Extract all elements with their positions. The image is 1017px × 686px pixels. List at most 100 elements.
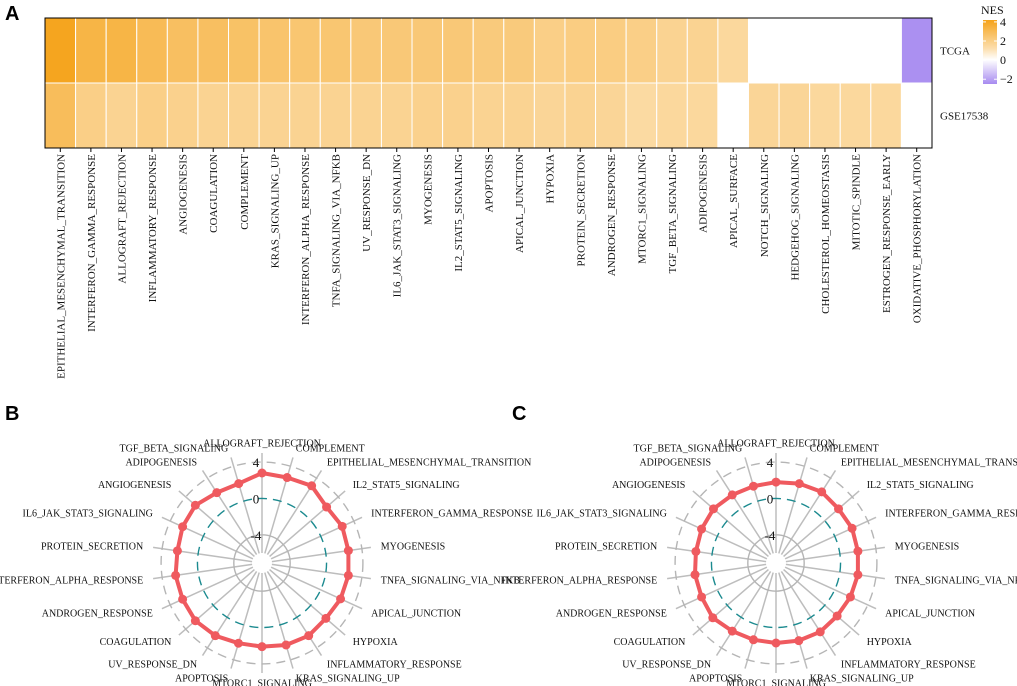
radar-axis-label: INFLAMMATORY_RESPONSE (327, 659, 462, 670)
radar-point (771, 638, 781, 648)
heatmap-column-label: ESTROGEN_RESPONSE_EARLY (881, 154, 893, 313)
heatmap-cell (809, 82, 841, 149)
radar-grid-circle (196, 497, 328, 629)
heatmap-cell (595, 17, 627, 84)
radar-axis-label: COMPLEMENT (296, 443, 365, 454)
radar-axis-label: TGF_BETA_SIGNALING (120, 443, 229, 454)
radar-point (337, 521, 347, 531)
radar-spoke (269, 490, 346, 558)
radar-point (847, 523, 857, 533)
radar-grid-circle (747, 534, 805, 592)
radar-spoke (692, 568, 769, 636)
heatmap-cell (533, 17, 566, 84)
radar-axis-label: INTERFERON_GAMMA_RESPONSE (371, 509, 533, 520)
radar-point (178, 594, 188, 604)
heatmap-cell (870, 82, 902, 149)
heatmap-cell (900, 82, 933, 149)
radar-point (190, 500, 200, 510)
radar-point (257, 642, 267, 652)
radar-spoke (692, 490, 769, 558)
radar-point (178, 522, 188, 532)
radar-spoke (271, 563, 371, 580)
radar-point (748, 481, 758, 491)
radar-point (172, 546, 182, 556)
heatmap-cell (319, 17, 352, 84)
heatmap-column-label: TNFA_SIGNALING_VIA_NFKB (331, 154, 343, 307)
radar-axis-label: UV_RESPONSE_DN (622, 659, 711, 670)
radar-axis-label: EPITHELIAL_MESENCHYMAL_TRANSITION (841, 458, 1017, 469)
radar-point (708, 504, 718, 514)
radar-axis-label: MTORC1_SIGNALING (212, 679, 312, 686)
heatmap-cell (136, 17, 168, 84)
legend-colorbar (983, 20, 997, 84)
radar-spoke (744, 572, 774, 669)
radar-point (343, 546, 353, 556)
heatmap-cell (319, 82, 352, 149)
radar-axis-label: KRAS_SIGNALING_UP (810, 674, 914, 685)
heatmap-cell (839, 17, 872, 84)
radar-spoke (675, 516, 768, 560)
radar-axis-label: ANDROGEN_RESPONSE (42, 608, 153, 619)
heatmap-column-label: IL2_STAT5_SIGNALING (453, 154, 465, 272)
radar-axis-label: IL2_STAT5_SIGNALING (867, 480, 974, 491)
heatmap-column-label: ALLOGRAFT_REJECTION (116, 154, 128, 284)
heatmap-cell (472, 17, 505, 84)
radar-spoke (784, 566, 877, 610)
panel-label-c: C (512, 403, 526, 425)
heatmap-cell (564, 17, 597, 84)
heatmap-cell (44, 17, 77, 84)
heatmap-cell (778, 82, 811, 149)
radar-axis-label: APICAL_JUNCTION (371, 608, 461, 619)
radar-point (771, 477, 781, 487)
radar-point (171, 570, 181, 580)
radar-axis-label: TNFA_SIGNALING_VIA_NFKB (381, 576, 521, 587)
radar-spoke (785, 546, 885, 563)
heatmap-cell (197, 82, 230, 149)
radar-spoke (153, 563, 253, 580)
radar-spoke (715, 470, 772, 555)
radar-tick-label: -4 (765, 528, 776, 543)
radar-axis-label: APOPTOSIS (689, 674, 742, 685)
heatmap-cell (442, 17, 474, 84)
radar-point (343, 570, 353, 580)
radar-grid-circle (710, 497, 842, 629)
radar-axis-label: TGF_BETA_SIGNALING (634, 443, 743, 454)
radar-point (321, 613, 331, 623)
heatmap-column-label: ANDROGEN_RESPONSE (606, 154, 618, 277)
heatmap-cell (75, 82, 107, 149)
heatmap-column-label: PROTEIN_SECRETION (575, 154, 587, 267)
radar-axis-label: IL6_JAK_STAT3_SIGNALING (23, 509, 153, 520)
heatmap-cell (197, 17, 230, 84)
radar-axis-label: TNFA_SIGNALING_VIA_NFKB (895, 576, 1017, 587)
heatmap-column-label: CHOLESTEROL_HOMEOSTASIS (820, 154, 832, 314)
heatmap-column-label: MITOTIC_SPINDLE (851, 154, 863, 251)
radar-axis-label: PROTEIN_SECRETION (555, 541, 657, 552)
radar-spoke (784, 516, 877, 560)
radar-point (210, 631, 220, 641)
heatmap-column-label: INTERFERON_GAMMA_RESPONSE (86, 154, 98, 332)
heatmap-column-label: KRAS_SIGNALING_UP (269, 154, 281, 268)
radar-spoke (780, 571, 837, 656)
heatmap-cell (228, 82, 260, 149)
heatmap-column-label: COMPLEMENT (239, 154, 251, 230)
radar-axis-label: INFLAMMATORY_RESPONSE (841, 659, 976, 670)
radar-point (794, 479, 804, 489)
heatmap-column-label: INFLAMMATORY_RESPONSE (147, 154, 159, 303)
radar-grid-circle (160, 461, 364, 665)
heatmap-column-label: APICAL_SURFACE (728, 154, 740, 248)
radar-spoke (201, 571, 258, 656)
heatmap-row-label: TCGA (940, 46, 970, 58)
heatmap-cell (533, 82, 566, 149)
radar-point (697, 592, 707, 602)
heatmap-cell (166, 17, 199, 84)
radar-axis-label: ADIPOGENESIS (639, 458, 711, 469)
radar-point (834, 504, 844, 514)
heatmap-column-label: NOTCH_SIGNALING (759, 154, 771, 257)
radar-axis-label: HYPOXIA (353, 637, 399, 648)
heatmap-cell (717, 82, 749, 149)
heatmap-cell (747, 82, 780, 149)
radar-tick-label: 4 (253, 455, 260, 470)
radar-spoke (266, 571, 323, 656)
legend-tick-label: 0 (1000, 53, 1006, 67)
heatmap-cell (166, 82, 199, 149)
